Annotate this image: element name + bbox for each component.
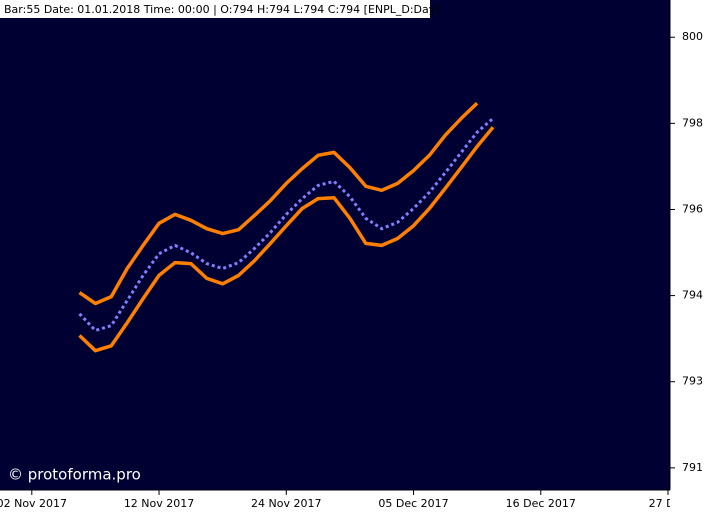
y-tick-label: 796 (682, 202, 703, 215)
watermark: © protoforma.pro (8, 466, 141, 484)
y-tick-label: 793 (682, 375, 703, 388)
series-line (78, 101, 479, 306)
x-tick-label: 02 Nov 2017 (0, 497, 67, 510)
x-tick-label: 24 Nov 2017 (251, 497, 321, 510)
series-line (78, 126, 495, 353)
header: Bar:55 Date: 01.01.2018 Time: 00:00 | O:… (4, 3, 440, 16)
y-tick-label: 798 (682, 116, 703, 129)
x-tick-label: 12 Nov 2017 (124, 497, 194, 510)
y-tick-label: 791 (682, 461, 703, 474)
x-tick-label: 16 Dec 2017 (506, 497, 576, 510)
x-tick-label: 05 Dec 2017 (378, 497, 448, 510)
x-tick-label: 27 Dec (649, 497, 688, 510)
series-line (78, 117, 494, 332)
header-box (0, 0, 430, 18)
y-tick-label: 800 (682, 30, 703, 43)
y-tick-label: 794 (682, 289, 703, 302)
plot-area (0, 0, 670, 490)
